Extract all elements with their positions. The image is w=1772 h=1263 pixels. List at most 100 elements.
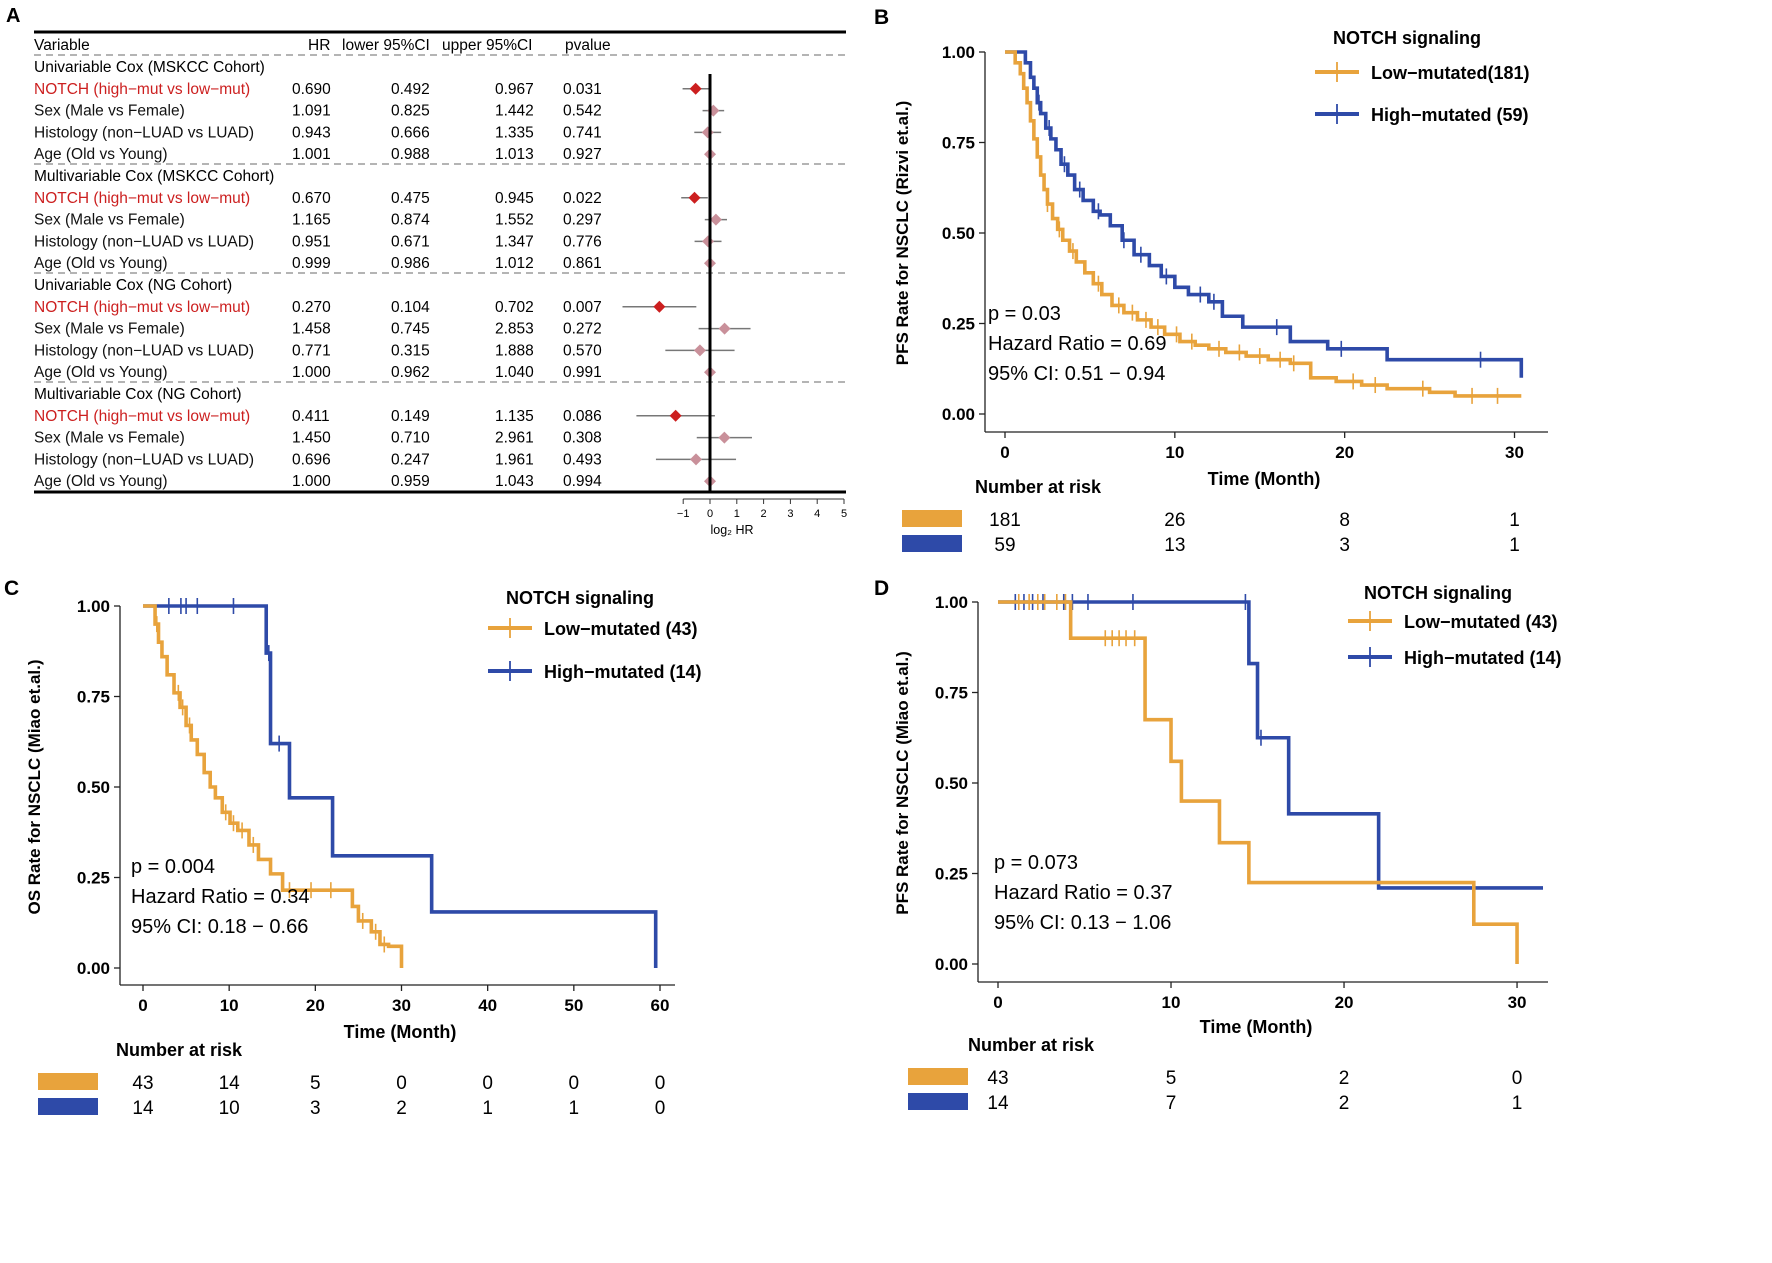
risk-count: 43: [132, 1073, 153, 1094]
panel-letter: B: [874, 6, 889, 29]
risk-count: 14: [987, 1093, 1009, 1114]
row-variable: Histology (non−LUAD vs LUAD): [34, 342, 254, 359]
risk-count: 8: [1339, 510, 1350, 531]
row-pvalue: 0.741: [563, 124, 602, 141]
hr-point: [701, 126, 714, 139]
row-hr: 0.696: [292, 451, 331, 468]
x-tick-label: 30: [1505, 443, 1524, 462]
row-variable: Sex (Male vs Female): [34, 212, 185, 229]
row-variable: Age (Old vs Young): [34, 364, 168, 381]
risk-count: 5: [310, 1073, 321, 1094]
row-upper-ci: 0.945: [495, 190, 534, 207]
row-pvalue: 0.570: [563, 342, 602, 359]
forest-x-label: log₂ HR: [710, 523, 753, 537]
row-pvalue: 0.542: [563, 103, 602, 120]
stat-text: Hazard Ratio = 0.34: [131, 886, 309, 908]
row-upper-ci: 1.013: [495, 146, 534, 163]
panel-letter: C: [4, 577, 19, 600]
row-pvalue: 0.991: [563, 364, 602, 381]
risk-count: 3: [310, 1098, 321, 1119]
risk-swatch-high: [908, 1093, 968, 1110]
legend-label: Low−mutated (43): [1404, 612, 1558, 632]
row-pvalue: 0.007: [563, 299, 602, 316]
row-pvalue: 0.031: [563, 81, 602, 98]
legend-label: Low−mutated(181): [1371, 63, 1530, 83]
risk-count: 1: [1512, 1093, 1523, 1114]
curve-high-mutated: [143, 604, 658, 968]
risk-count: 7: [1166, 1093, 1177, 1114]
row-variable: Age (Old vs Young): [34, 473, 168, 490]
row-lower-ci: 0.492: [391, 81, 430, 98]
row-hr: 1.091: [292, 103, 331, 120]
risk-count: 0: [396, 1073, 407, 1094]
x-tick-label: 50: [564, 996, 583, 1015]
row-upper-ci: 1.347: [495, 233, 534, 250]
row-pvalue: 0.776: [563, 233, 602, 250]
row-lower-ci: 0.666: [391, 124, 430, 141]
row-variable: NOTCH (high−mut vs low−mut): [34, 299, 250, 316]
x-axis-label: Time (Month): [1208, 469, 1321, 489]
x-tick-label: 10: [1162, 993, 1181, 1012]
table-header: lower 95%CI: [342, 37, 430, 54]
risk-count: 0: [482, 1073, 493, 1094]
hr-point: [693, 344, 706, 357]
y-axis-label: OS Rate for NSCLC (Miao et.al.): [25, 659, 44, 914]
row-upper-ci: 0.967: [495, 81, 534, 98]
row-variable: Histology (non−LUAD vs LUAD): [34, 233, 254, 250]
forest-x-tick-label: 5: [841, 508, 847, 520]
row-variable: Age (Old vs Young): [34, 146, 168, 163]
row-pvalue: 0.297: [563, 212, 602, 229]
hr-point: [702, 235, 715, 248]
row-variable: NOTCH (high−mut vs low−mut): [34, 408, 250, 425]
stat-text: Hazard Ratio = 0.37: [994, 882, 1172, 904]
table-header: upper 95%CI: [442, 37, 532, 54]
row-variable: Sex (Male vs Female): [34, 321, 185, 338]
row-lower-ci: 0.247: [391, 451, 430, 468]
y-tick-label: 0.25: [77, 869, 110, 888]
forest-x-tick-label: 0: [707, 508, 713, 520]
x-axis-label: Time (Month): [344, 1022, 457, 1042]
y-tick-label: 0.75: [942, 134, 975, 153]
hr-point: [718, 431, 731, 444]
risk-count: 59: [994, 535, 1015, 556]
forest-plot: A Variable HR lower 95%CI upper 95%CI pvalue U…: [6, 5, 847, 537]
curve-high-mutated: [998, 600, 1543, 890]
row-variable: Sex (Male vs Female): [34, 103, 185, 120]
x-tick-label: 30: [1508, 993, 1527, 1012]
row-pvalue: 0.086: [563, 408, 602, 425]
row-upper-ci: 2.961: [495, 430, 534, 447]
stat-text: 95% CI: 0.18 − 0.66: [131, 916, 308, 938]
curve-high-mutated: [1005, 50, 1524, 378]
forest-x-tick-label: 4: [814, 508, 820, 520]
risk-count: 0: [655, 1073, 666, 1094]
row-upper-ci: 2.853: [495, 321, 534, 338]
forest-x-tick-label: 3: [787, 508, 793, 520]
row-hr: 1.165: [292, 212, 331, 229]
risk-table-title: Number at risk: [968, 1035, 1095, 1055]
row-variable: NOTCH (high−mut vs low−mut): [34, 190, 250, 207]
x-tick-label: 10: [1165, 443, 1184, 462]
row-hr: 1.000: [292, 364, 331, 381]
row-lower-ci: 0.315: [391, 342, 430, 359]
row-pvalue: 0.861: [563, 255, 602, 272]
row-upper-ci: 1.442: [495, 103, 534, 120]
panel-c: C 0.00 0.25 0.50 0.75 1.00 0 10 20 30 40 50 60 Time (…: [0, 570, 880, 1258]
y-tick-label: 1.00: [942, 43, 975, 62]
stat-text: 95% CI: 0.51 − 0.94: [988, 363, 1165, 385]
row-upper-ci: 1.961: [495, 451, 534, 468]
legend-label: Low−mutated (43): [544, 619, 698, 639]
row-upper-ci: 0.702: [495, 299, 534, 316]
row-variable: Age (Old vs Young): [34, 255, 168, 272]
row-lower-ci: 0.825: [391, 103, 430, 120]
hr-point: [653, 300, 666, 313]
x-tick-label: 40: [478, 996, 497, 1015]
y-tick-label: 0.25: [942, 315, 975, 334]
row-variable: Histology (non−LUAD vs LUAD): [34, 124, 254, 141]
risk-count: 1: [1509, 535, 1520, 556]
row-lower-ci: 0.986: [391, 255, 430, 272]
row-lower-ci: 0.959: [391, 473, 430, 490]
group-title: Univariable Cox (NG Cohort): [34, 277, 232, 294]
risk-count: 43: [987, 1068, 1008, 1089]
row-hr: 1.450: [292, 430, 331, 447]
